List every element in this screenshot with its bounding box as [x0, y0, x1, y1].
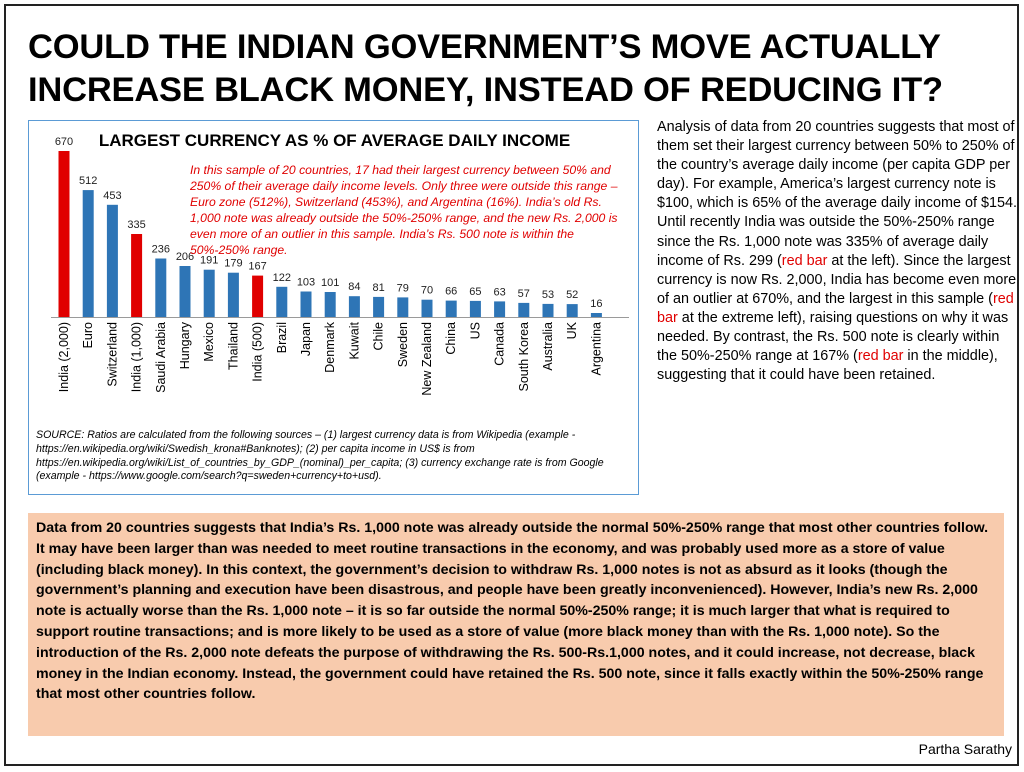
data-label: 81: [372, 282, 384, 294]
category-tick-label: India (1,000): [130, 322, 144, 392]
data-label: 191: [200, 255, 218, 267]
analysis-part-4: in the middle), suggesting that it could…: [657, 348, 998, 384]
bar: [252, 275, 264, 317]
bar: [518, 302, 530, 317]
category-tick-label: Japan: [299, 322, 313, 356]
analysis-part-1: Analysis of data from 20 countries sugge…: [657, 119, 1017, 269]
bar: [179, 266, 191, 317]
data-label: 63: [493, 286, 505, 298]
data-label: 84: [348, 281, 360, 293]
bar: [542, 303, 554, 317]
category-tick-label: Saudi Arabia: [154, 322, 168, 393]
data-label: 103: [297, 277, 315, 289]
data-label: 16: [590, 298, 602, 310]
category-tick-label: Euro: [81, 322, 95, 348]
bar: [276, 286, 288, 317]
data-label: 52: [566, 289, 578, 301]
data-label: 179: [224, 258, 242, 270]
red-bar-reference-2: red bar: [657, 290, 1014, 326]
data-label: 512: [79, 175, 97, 187]
bar: [106, 204, 118, 317]
category-tick-label: Denmark: [323, 321, 337, 372]
category-tick-label: Canada: [493, 322, 507, 366]
category-tick-label: Chile: [372, 322, 386, 351]
category-tick-label: China: [444, 322, 458, 355]
bar: [445, 300, 457, 317]
bar: [590, 313, 602, 317]
category-tick-label: Switzerland: [105, 322, 119, 387]
bar: [203, 269, 215, 317]
analysis-part-3: at the extreme left), raising questions …: [657, 309, 1009, 365]
bar: [566, 304, 578, 317]
red-bar-reference-3: red bar: [857, 348, 904, 365]
bar: [494, 301, 506, 317]
bar: [82, 190, 94, 317]
red-bar-reference-1: red bar: [781, 252, 828, 269]
bar: [348, 296, 360, 317]
category-tick-label: India (500): [251, 322, 265, 382]
bar: [58, 151, 70, 317]
bar: [131, 234, 143, 317]
bar: [155, 258, 167, 317]
bar: [300, 291, 312, 317]
data-label: 236: [152, 244, 170, 256]
data-label: 53: [542, 289, 554, 301]
category-tick-label: Argentina: [589, 322, 603, 376]
category-tick-label: Hungary: [178, 321, 192, 369]
page-title: COULD THE INDIAN GOVERNMENT’S MOVE ACTUA…: [28, 28, 943, 109]
chart-title: LARGEST CURRENCY AS % OF AVERAGE DAILY I…: [98, 131, 571, 150]
category-tick-label: India (2,000): [57, 322, 71, 392]
analysis-part-2: at the left). Since the largest currency…: [657, 252, 1017, 307]
data-label: 57: [518, 288, 530, 300]
source-note: SOURCE: Ratios are calculated from the f…: [36, 429, 604, 483]
data-label: 79: [397, 282, 409, 294]
bar: [227, 272, 239, 317]
data-label: 66: [445, 286, 457, 298]
bar: [373, 296, 385, 317]
category-tick-label: Sweden: [396, 322, 410, 367]
data-label: 70: [421, 285, 433, 297]
data-label: 101: [321, 277, 339, 289]
category-tick-label: South Korea: [517, 322, 531, 392]
data-label: 206: [176, 251, 194, 263]
bar: [397, 297, 409, 317]
data-label: 65: [469, 286, 481, 298]
data-label: 453: [103, 190, 121, 202]
category-tick-label: New Zealand: [420, 322, 434, 396]
category-tick-label: Kuwait: [347, 321, 361, 359]
poster-frame: [4, 4, 1019, 766]
bar: [469, 300, 481, 317]
category-tick-label: Brazil: [275, 322, 289, 353]
category-tick-label: Mexico: [202, 322, 216, 362]
data-label: 167: [248, 261, 266, 273]
chart-annotation: In this sample of 20 countries, 17 had t…: [190, 163, 618, 257]
data-label: 122: [273, 272, 291, 284]
author-credit: Partha Sarathy: [918, 741, 1012, 757]
bar: [421, 299, 433, 317]
bar-chart: 670 India (2,000) 512 Euro 453 Switzerland 335…: [51, 136, 629, 396]
category-tick-label: Thailand: [226, 322, 240, 370]
category-tick-label: UK: [565, 321, 579, 339]
chart-panel: LARGEST CURRENCY AS % OF AVERAGE DAILY I…: [28, 120, 639, 495]
summary-box: Data from 20 countries suggests that Ind…: [28, 513, 1004, 736]
data-label: 670: [55, 136, 73, 148]
category-tick-label: Australia: [541, 322, 555, 371]
analysis-text: Analysis of data from 20 countries sugge…: [657, 118, 1017, 385]
data-label: 335: [127, 219, 145, 231]
bar: [324, 292, 336, 317]
category-tick-label: US: [468, 322, 482, 339]
